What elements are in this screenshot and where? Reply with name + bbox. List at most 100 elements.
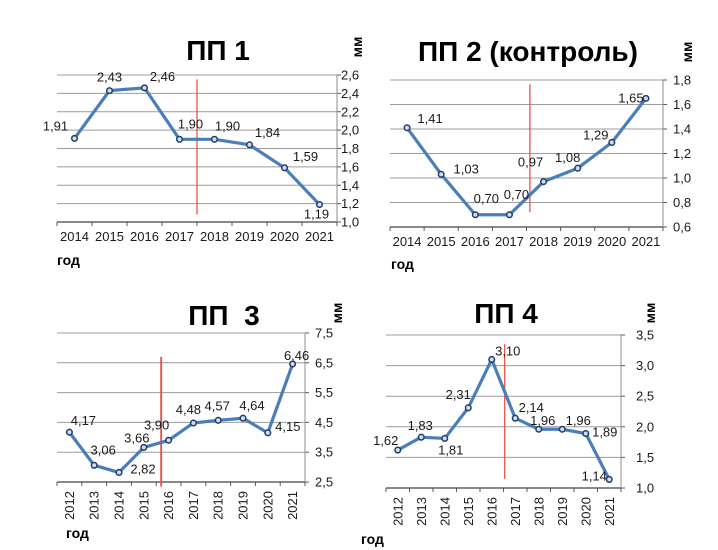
data-point-label: 4,17: [71, 413, 96, 428]
y-axis-unit-label: мм: [642, 302, 658, 324]
x-tick-label: 2020: [270, 229, 299, 244]
data-point-marker: [505, 211, 513, 219]
data-point-label: 1,84: [255, 125, 280, 140]
data-point-label: 2,31: [446, 387, 471, 402]
x-tick-label: 2020: [578, 497, 593, 526]
x-tick-label: 2017: [165, 229, 194, 244]
data-point-marker: [165, 436, 173, 444]
y-tick-label: 7,5: [315, 326, 333, 341]
x-tick-label: 2019: [236, 491, 251, 520]
data-point-marker: [140, 84, 149, 92]
x-tick-label: 2016: [130, 229, 159, 244]
y-tick-label: 6,5: [315, 355, 333, 370]
y-tick-label: 4,5: [315, 415, 333, 430]
data-point-marker: [417, 433, 425, 441]
data-point-label: 3,66: [124, 430, 149, 445]
x-tick-label: 2018: [529, 234, 558, 249]
y-tick-label: 2,4: [341, 86, 359, 101]
x-axis-unit-label: год: [66, 525, 89, 541]
data-point-label: 1,90: [215, 118, 240, 133]
data-point-marker: [214, 416, 222, 424]
data-point-label: 4,57: [205, 398, 230, 413]
y-tick-label: 2,5: [636, 389, 654, 404]
chart-title: ПП 3: [188, 300, 260, 331]
data-point-marker: [471, 211, 479, 219]
data-point-marker: [315, 200, 324, 209]
data-point-marker: [70, 134, 79, 142]
data-point-label: 1,83: [408, 418, 433, 433]
x-tick-label: 2016: [161, 491, 176, 520]
data-point-label: 1,65: [618, 90, 643, 105]
series-line: [396, 357, 611, 482]
x-tick-label: 2017: [495, 234, 524, 249]
y-tick-label: 1,2: [341, 196, 359, 211]
x-tick-label: 2016: [461, 234, 490, 249]
data-point-marker: [574, 164, 582, 172]
y-tick-label: 1,4: [673, 122, 691, 137]
series-line: [67, 362, 295, 475]
data-point-label: 2,43: [97, 70, 122, 85]
data-point-marker: [105, 87, 114, 95]
series-line: [72, 86, 322, 207]
data-point-label: 2,46: [150, 69, 175, 84]
x-tick-label: 2013: [414, 497, 429, 526]
data-point-label: 1,08: [555, 150, 580, 165]
chart-pp4: 3,5 3,0 2,5 2,0 1,5 1,0 2012 2013 2014 2015 2016 20…: [359, 275, 718, 550]
data-point-label: 3,06: [91, 442, 116, 457]
y-tick-label: 1,6: [673, 97, 691, 112]
x-tick-label: 2018: [200, 229, 229, 244]
data-point-marker: [535, 425, 543, 433]
chart-title: ПП 2 (контроль): [418, 36, 638, 67]
chart-pp1: 2,6 2,4 2,2 2,0 1,8 1,6 1,4 1,2 1,0 2014 2015 2016 2…: [0, 0, 365, 275]
x-tick-label: 2012: [62, 491, 77, 520]
plot-area-pp2: 1,8 1,6 1,4 1,2 1,0 0,8 0,6 2014 2015 2016 2017 201…: [389, 73, 691, 249]
data-point-marker: [403, 124, 411, 132]
chart-title: ПП 4: [474, 298, 538, 329]
y-tick-label: 3,0: [636, 358, 654, 373]
data-point-marker: [394, 446, 402, 454]
data-point-label: 1,96: [566, 413, 591, 428]
x-tick-label: 2021: [285, 491, 300, 520]
data-point-marker: [65, 428, 73, 436]
data-point-marker: [488, 355, 496, 364]
x-tick-label: 2019: [555, 497, 570, 526]
data-point-label: 2,14: [519, 400, 544, 415]
data-point-marker: [608, 138, 616, 147]
x-tick-label: 2015: [136, 491, 151, 520]
x-tick-label: 2021: [602, 497, 617, 526]
y-tick-label: 1,0: [673, 171, 691, 186]
x-tick-label: 2017: [508, 497, 523, 526]
data-point-marker: [264, 429, 272, 437]
data-point-label: 1,19: [304, 207, 329, 222]
data-point-marker: [540, 178, 548, 186]
data-point-label: 0,97: [518, 155, 543, 170]
x-tick-label: 2014: [437, 497, 452, 526]
data-point-marker: [115, 468, 123, 477]
y-tick-label: 2,2: [341, 104, 359, 119]
y-tick-label: 2,5: [315, 475, 333, 490]
data-point-label: 6,46: [284, 348, 309, 363]
y-tick-label: 2,0: [341, 123, 359, 138]
x-tick-label: 2014: [112, 491, 127, 520]
y-tick-label: 2,6: [341, 68, 359, 83]
y-tick-label: 0,6: [673, 220, 691, 235]
data-point-marker: [280, 164, 289, 172]
series-line: [405, 96, 648, 217]
data-point-marker: [140, 443, 148, 451]
data-point-label: 0,70: [504, 187, 529, 202]
y-tick-label: 3,5: [315, 445, 333, 460]
data-point-label: 1,14: [582, 468, 607, 483]
x-tick-label: 2018: [211, 491, 226, 520]
data-point-label: 1,89: [592, 425, 617, 440]
x-tick-label: 2017: [186, 491, 201, 520]
data-point-marker: [90, 461, 98, 469]
y-tick-label: 1,8: [341, 141, 359, 156]
data-point-marker: [642, 94, 650, 102]
data-point-marker: [605, 475, 613, 483]
data-point-label: 1,03: [454, 161, 479, 176]
data-point-label: 3,10: [495, 343, 520, 358]
x-tick-label: 2020: [260, 491, 275, 520]
plot-area-pp4: 3,5 3,0 2,5 2,0 1,5 1,0 2012 2013 2014 2015 2016 20…: [373, 328, 654, 526]
data-point-marker: [558, 425, 566, 433]
